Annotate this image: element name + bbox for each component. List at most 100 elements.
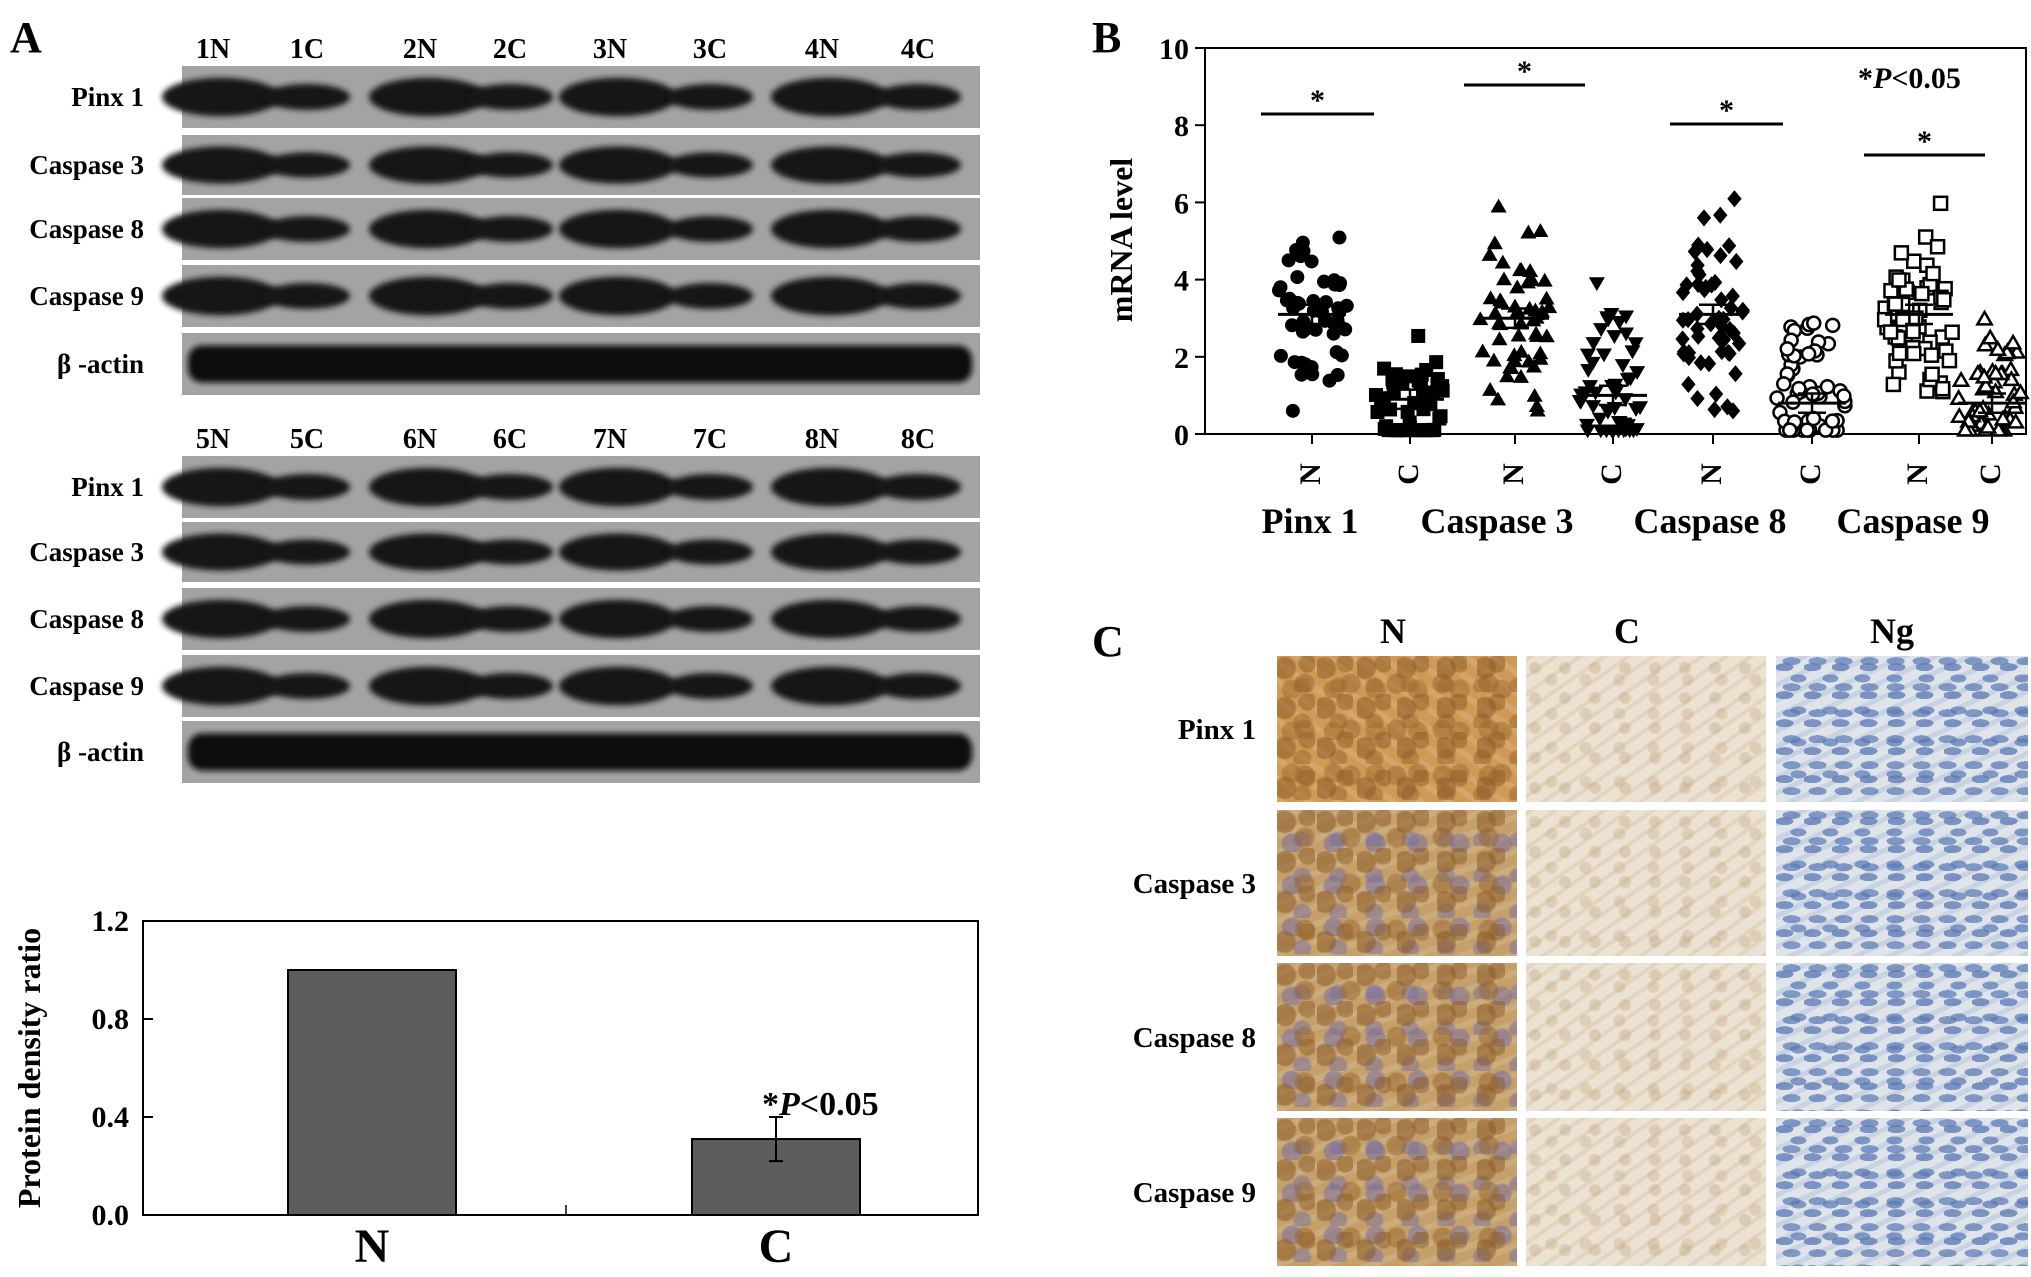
blot-band bbox=[771, 146, 889, 184]
data-point bbox=[2011, 383, 2030, 400]
ihc-row-label: Caspase 3 bbox=[1133, 868, 1256, 900]
data-point bbox=[1579, 424, 1596, 439]
data-point bbox=[1512, 368, 1529, 383]
blot-band bbox=[875, 215, 961, 243]
data-point bbox=[1529, 328, 1546, 342]
data-point bbox=[1430, 377, 1445, 392]
blot-band bbox=[667, 605, 753, 633]
ihc-row-label: Caspase 8 bbox=[1133, 1022, 1256, 1054]
y-tick-label: 6 bbox=[1174, 187, 1189, 220]
blot-row-label: Caspase 3 bbox=[29, 537, 144, 567]
data-point bbox=[1716, 331, 1732, 349]
data-point bbox=[1285, 403, 1300, 418]
data-point bbox=[1506, 353, 1523, 368]
data-point bbox=[1524, 272, 1541, 287]
data-point bbox=[1326, 326, 1341, 341]
ihc-tile bbox=[1776, 1118, 2028, 1266]
data-point bbox=[1513, 262, 1530, 277]
data-point bbox=[1951, 370, 1971, 387]
data-point bbox=[1707, 400, 1722, 419]
data-point bbox=[1824, 317, 1841, 334]
lane-label: 1C bbox=[290, 34, 324, 65]
lane-label: 6C bbox=[493, 424, 527, 455]
data-point bbox=[1413, 375, 1428, 390]
blot-band bbox=[264, 473, 350, 501]
data-point bbox=[1525, 358, 1542, 373]
blot-row-label: Caspase 8 bbox=[29, 604, 144, 634]
data-point bbox=[1891, 345, 1908, 362]
y-tick-label: 4 bbox=[1174, 265, 1189, 298]
data-point bbox=[1769, 390, 1785, 406]
ihc-row-label: Caspase 9 bbox=[1133, 1177, 1256, 1209]
panel-label-b: B bbox=[1092, 13, 1121, 62]
blot-band bbox=[559, 276, 677, 316]
ihc-tile bbox=[1277, 810, 1517, 956]
data-point bbox=[1390, 423, 1405, 438]
lane-label: 4C bbox=[901, 34, 935, 65]
y-tick-label: 2 bbox=[1174, 342, 1189, 375]
x-tick-label: C bbox=[1595, 463, 1628, 485]
bar-plot-frame bbox=[142, 920, 979, 1216]
ihc-column-label: Ng bbox=[1870, 611, 1914, 651]
x-tick-label: C bbox=[1794, 463, 1827, 485]
blot-band bbox=[771, 276, 889, 316]
data-point bbox=[1726, 324, 1741, 342]
data-point bbox=[1579, 348, 1596, 363]
x-tick-label: N bbox=[1695, 463, 1728, 485]
data-point bbox=[1696, 209, 1712, 227]
y-tick-label: 10 bbox=[1159, 33, 1189, 66]
data-point bbox=[1402, 369, 1417, 384]
data-point bbox=[1721, 237, 1737, 255]
data-point bbox=[1993, 409, 2013, 426]
data-point bbox=[1707, 273, 1723, 291]
data-point bbox=[1799, 422, 1815, 438]
y-tick-label: 0.8 bbox=[92, 1003, 130, 1036]
blot-band bbox=[771, 533, 889, 571]
lane-label: 6N bbox=[403, 424, 437, 455]
data-point bbox=[1423, 397, 1438, 412]
blot-band bbox=[369, 666, 487, 706]
group-label: Caspase 8 bbox=[1633, 501, 1786, 541]
data-point bbox=[1585, 400, 1602, 414]
x-tick-label: C bbox=[759, 1220, 794, 1273]
data-point bbox=[1727, 190, 1742, 208]
significance-star: * bbox=[1719, 94, 1734, 127]
blot-row: β -actin bbox=[57, 721, 980, 783]
data-point bbox=[1338, 322, 1353, 337]
data-point bbox=[1520, 224, 1537, 239]
lane-label: 4N bbox=[805, 34, 839, 65]
blot-band bbox=[559, 77, 677, 117]
data-point bbox=[1379, 419, 1394, 434]
data-point bbox=[1332, 230, 1347, 245]
x-tick-label: N bbox=[355, 1220, 390, 1273]
blot-band bbox=[667, 83, 753, 111]
data-point bbox=[1713, 246, 1728, 265]
data-point bbox=[1929, 238, 1946, 255]
data-point bbox=[1599, 311, 1616, 326]
blot-band bbox=[667, 672, 753, 700]
data-point bbox=[1509, 279, 1526, 294]
data-point bbox=[1624, 345, 1641, 360]
data-point bbox=[1510, 327, 1527, 342]
data-point bbox=[1414, 423, 1429, 438]
blot-band bbox=[875, 83, 961, 111]
data-point bbox=[1489, 391, 1507, 406]
blot-row: Caspase 9 bbox=[29, 655, 980, 717]
data-point bbox=[1980, 328, 2000, 345]
blot-band bbox=[467, 605, 553, 633]
data-point bbox=[1490, 198, 1507, 213]
data-point bbox=[1791, 380, 1807, 397]
ihc-column-label: N bbox=[1380, 611, 1406, 651]
data-point bbox=[1593, 323, 1610, 337]
blot-row: β -actin bbox=[57, 333, 980, 395]
ihc-labels: N C Ng Pinx 1 Caspase 3 Caspase 8 Caspase 9 bbox=[1133, 611, 1914, 1209]
data-point bbox=[1941, 352, 1958, 369]
panel-label-c: C bbox=[1092, 617, 1124, 666]
data-point bbox=[1279, 293, 1294, 308]
blot-row: Caspase 8 bbox=[29, 198, 980, 260]
data-point bbox=[2006, 412, 2026, 429]
data-point bbox=[1882, 324, 1899, 340]
data-point bbox=[1934, 380, 1951, 397]
data-point bbox=[1720, 398, 1735, 416]
data-point bbox=[1330, 368, 1345, 383]
